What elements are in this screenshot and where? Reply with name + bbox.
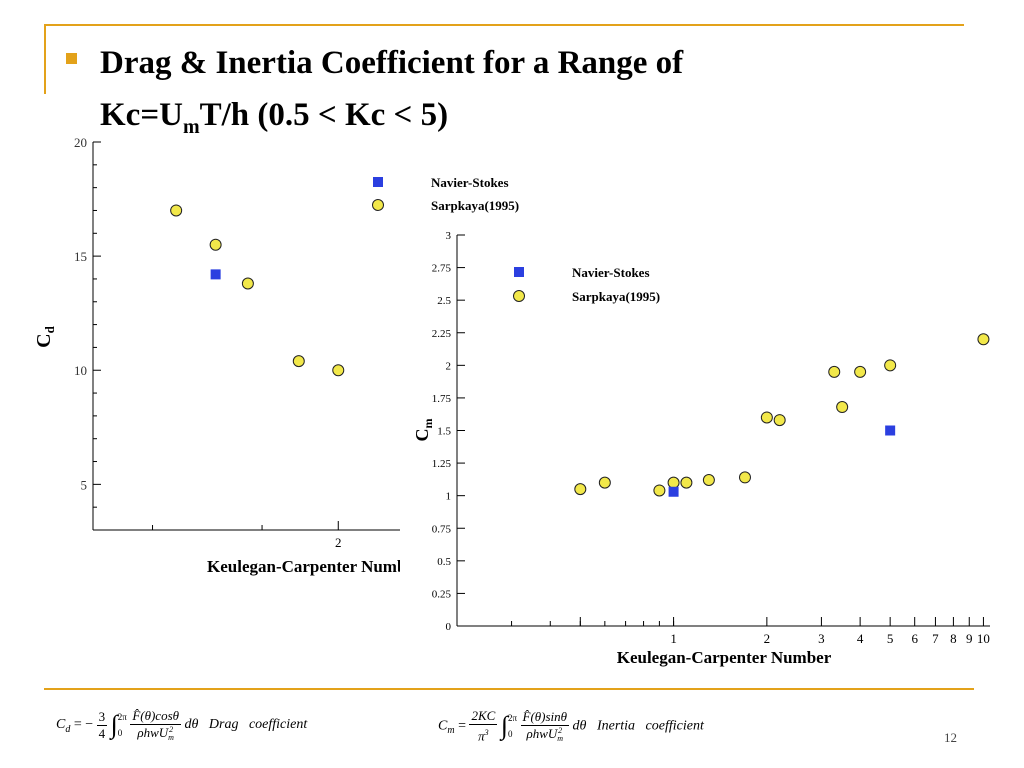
cm-x-tick-label: 4 xyxy=(857,631,864,646)
cm-y-tick-label: 2.75 xyxy=(432,263,452,275)
cd-point xyxy=(170,204,183,217)
cm-point xyxy=(668,486,679,497)
cm-point xyxy=(738,471,751,484)
cm-y-tick-label: 0.25 xyxy=(432,588,452,600)
cd-y-tick-label: 15 xyxy=(74,249,87,264)
left-rule xyxy=(44,24,46,94)
bullet-icon xyxy=(66,53,77,64)
slide-title: Drag & Inertia Coefficient for a Range o… xyxy=(100,37,683,153)
cd-point xyxy=(292,355,305,368)
cd-point xyxy=(241,277,254,290)
cm-y-tick-label: 0.5 xyxy=(437,556,451,568)
cm-point xyxy=(680,476,693,489)
cm-point xyxy=(885,425,896,436)
cd-x-tick-label: 2 xyxy=(335,535,342,550)
cm-y-tick-label: 2.25 xyxy=(432,328,452,340)
cm-point xyxy=(977,333,990,346)
cm-point xyxy=(836,401,849,414)
cm-point xyxy=(653,484,666,497)
cm-x-tick-label: 5 xyxy=(887,631,894,646)
cm-point xyxy=(702,474,715,487)
cm-point xyxy=(667,476,680,489)
cm-x-axis-title: Keulegan-Carpenter Number xyxy=(617,648,832,667)
cm-y-tick-label: 1.75 xyxy=(432,393,452,405)
cm-x-tick-label: 3 xyxy=(818,631,825,646)
cm-legend-marker xyxy=(514,267,524,277)
cd-legend-marker xyxy=(373,177,383,187)
cm-y-tick-label: 1.5 xyxy=(437,426,451,438)
cm-point xyxy=(760,411,773,424)
cm-y-tick-label: 1 xyxy=(446,491,452,503)
title-line-2: Kc=UmT/h (0.5 < Kc < 5) xyxy=(100,97,449,138)
cd-legend-label: Navier-Stokes xyxy=(431,175,509,190)
cm-x-tick-label: 9 xyxy=(966,631,973,646)
inertia-coefficient-equation: Cm = 2KC π3 ∫ 2π 0 F̂(θ)sinθ ρhwU 2 m dθ Inert… xyxy=(438,708,704,744)
top-rule xyxy=(44,24,964,26)
cd-legend-label: Sarpkaya(1995) xyxy=(431,198,519,213)
cm-legend-label: Sarpkaya(1995) xyxy=(572,289,660,304)
cm-x-tick-label: 2 xyxy=(764,631,771,646)
cm-y-tick-label: 2 xyxy=(446,360,452,372)
cm-x-tick-label: 1 xyxy=(670,631,677,646)
cd-point xyxy=(210,269,221,280)
cm-legend-marker xyxy=(513,290,525,302)
cm-y-tick-label: 1.25 xyxy=(432,458,452,470)
cm-chart-background xyxy=(400,222,1000,682)
cd-point xyxy=(332,364,345,377)
cm-y-tick-label: 2.5 xyxy=(437,295,451,307)
cm-x-tick-label: 10 xyxy=(977,631,990,646)
cd-legend-marker xyxy=(372,199,384,211)
cd-y-tick-label: 20 xyxy=(74,135,87,150)
page-number: 12 xyxy=(944,730,957,745)
drag-coefficient-label: Drag coefficient xyxy=(208,717,308,733)
cm-x-tick-label: 8 xyxy=(950,631,957,646)
footer-rule xyxy=(44,688,974,690)
cm-point xyxy=(884,359,897,372)
cd-x-axis-title: Keulegan-Carpenter Number xyxy=(207,557,422,576)
cm-y-tick-label: 0.75 xyxy=(432,523,452,535)
cm-point xyxy=(773,414,786,427)
cm-x-tick-label: 7 xyxy=(932,631,939,646)
cd-y-tick-label: 5 xyxy=(81,477,88,492)
cm-x-tick-label: 6 xyxy=(911,631,918,646)
cm-legend-label: Navier-Stokes xyxy=(572,265,650,280)
cm-point xyxy=(828,365,841,378)
cm-point xyxy=(574,483,587,496)
cm-point xyxy=(598,476,611,489)
cm-y-tick-label: 0 xyxy=(446,621,452,633)
inertia-coefficient-label: Inertia coefficient xyxy=(596,718,704,734)
cd-y-tick-label: 10 xyxy=(74,363,87,378)
cd-point xyxy=(209,238,222,251)
title-line-1: Drag & Inertia Coefficient for a Range o… xyxy=(100,45,684,81)
cm-y-tick-label: 3 xyxy=(446,230,452,242)
cm-point xyxy=(854,365,867,378)
